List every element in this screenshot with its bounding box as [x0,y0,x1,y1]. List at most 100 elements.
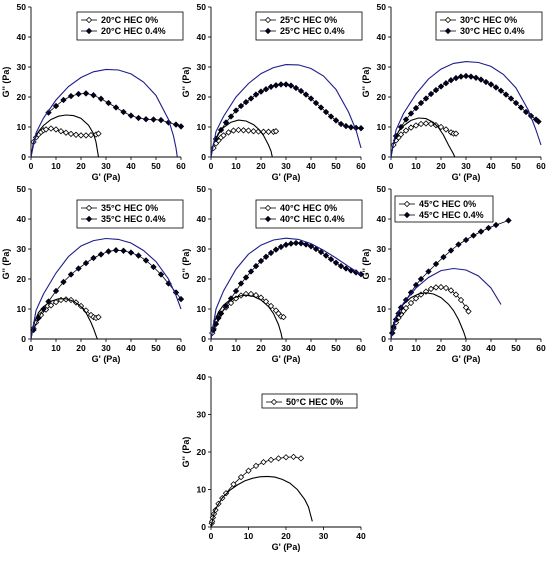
legend-entry: 50°C HEC 0% [286,397,343,407]
data-point [437,83,445,90]
data-point [225,129,232,136]
data-point [287,82,295,89]
data-point [252,262,260,270]
data-point [135,114,142,122]
data-point [465,308,472,315]
data-point [317,104,325,111]
legend-marker [85,27,93,35]
data-point [417,99,425,107]
y-tick-label: 10 [197,304,207,314]
legend-entry: 40°C HEC 0% [280,203,337,213]
data-point [252,462,260,470]
data-point [112,247,120,254]
data-point [427,90,435,98]
x-tick-label: 10 [231,343,241,353]
x-axis-label: G' (Pa) [272,172,301,182]
data-point [250,128,257,135]
data-point [142,257,150,264]
model-fit-curve [30,114,100,158]
legend-box [76,199,184,229]
data-point [402,304,410,312]
data-point [75,90,82,98]
legend-entry: 30°C HEC 0.4% [460,26,525,36]
legend-marker [444,16,452,24]
y-tick-label: 40 [17,214,27,224]
legend-marker [264,16,272,24]
y-tick-label: 30 [17,244,27,254]
x-tick-label: 50 [151,343,161,353]
data-point [442,80,450,87]
data-point [47,302,55,309]
data-point [292,239,300,247]
y-tick-label: 30 [377,62,387,72]
x-tick-label: 20 [281,531,291,541]
legend-entry: 25°C HEC 0% [280,15,337,25]
data-point [157,271,165,278]
legend-entry: 25°C HEC 0.4% [280,26,345,36]
chart-2: 0 10 20 30 40 50 60 0 10 20 30 40 50 G' (Pa) G'' (Pa) 2… [181,2,366,182]
data-point [282,241,290,248]
y-tick-label: 40 [197,372,207,382]
y-tick-label: 10 [197,485,207,495]
x-tick-label: 30 [101,343,111,353]
data-point [417,275,425,283]
data-point [422,120,430,127]
model-fit-curve [210,294,283,340]
data-point [67,130,75,138]
model-fit-curve [390,61,542,158]
legend-box [435,11,543,41]
data-point [247,95,255,102]
x-tick-label: 10 [51,343,61,353]
data-point [90,92,97,99]
x-axis-label: G' (Pa) [272,542,301,552]
data-point [272,128,280,135]
y-axis-label: G'' (Pa) [181,67,191,98]
model-fit-curve [210,237,362,340]
data-point [535,118,542,125]
data-point [337,120,345,128]
data-point [252,91,260,98]
y-tick-label: 50 [377,2,387,12]
data-point [492,84,500,91]
x-tick-label: 10 [244,531,254,541]
data-point [150,263,157,271]
model-fit-curve [30,237,182,340]
legend-entry: 35°C HEC 0.4% [101,214,166,224]
y-tick-label: 20 [197,447,207,457]
data-point [440,253,447,261]
data-point [142,116,150,123]
data-point [505,217,512,224]
data-point [507,95,515,102]
x-tick-label: 20 [76,343,86,353]
legend: 25°C HEC 0%25°C HEC 0.4% [255,11,363,41]
data-point [67,92,75,100]
data-point [245,127,252,134]
data-point [442,284,450,292]
data-point [240,127,247,134]
data-point [52,102,60,110]
series-line [391,220,509,334]
data-point [517,104,525,111]
legend-marker [403,211,411,219]
data-point [97,251,105,258]
data-point [230,127,237,134]
data-point [165,119,172,126]
data-point [277,243,285,251]
x-tick-label: 0 [209,161,214,171]
y-tick-label: 10 [17,122,27,132]
data-point [237,473,245,481]
model-fit-curve [390,117,456,158]
legend-marker [270,398,278,406]
x-tick-label: 50 [511,343,521,353]
data-point [95,130,102,137]
chart-6: 0 10 20 30 40 50 60 0 10 20 30 40 50 G' (Pa) G'' (Pa) 4… [361,184,546,364]
data-point [307,95,315,102]
data-point [470,232,477,239]
x-tick-label: 20 [256,161,266,171]
x-tick-label: 60 [536,343,546,353]
chart-4: 0 10 20 30 40 50 60 0 10 20 30 40 50 G' (Pa) G'' (Pa) 3… [1,184,186,364]
model-fit-curve [210,119,273,158]
legend-marker [85,204,93,212]
data-point [265,128,272,135]
